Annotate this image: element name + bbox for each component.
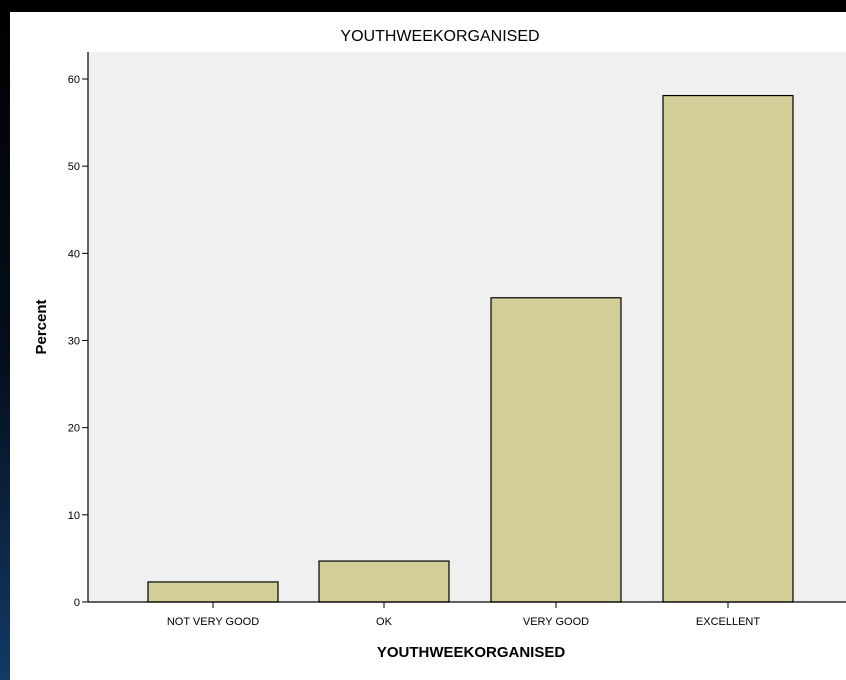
y-tick-label: 30 [68,336,80,348]
y-tick-label: 40 [68,248,80,260]
y-tick-label: 50 [68,161,80,173]
bar [318,560,450,603]
bar [490,297,622,603]
bar [662,94,794,603]
y-tick-label: 20 [68,423,80,435]
x-tick-label: NOT VERY GOOD [167,616,259,628]
x-tick-label: OK [376,616,393,628]
bars-group [147,94,794,603]
chart-title: YOUTHWEEKORGANISED [340,28,539,45]
bar [147,581,279,603]
y-axis-ticks: 0 10 20 30 40 50 60 [68,74,88,609]
y-axis-title: Percent [33,299,50,354]
x-axis-labels: NOT VERY GOOD OK VERY GOOD EXCELLENT [167,602,760,628]
x-tick-label: VERY GOOD [523,616,589,628]
y-tick-label: 0 [74,597,80,609]
y-tick-label: 60 [68,74,80,86]
y-tick-label: 10 [68,510,80,522]
x-axis-title: YOUTHWEEKORGANISED [377,644,566,661]
x-tick-label: EXCELLENT [696,616,760,628]
